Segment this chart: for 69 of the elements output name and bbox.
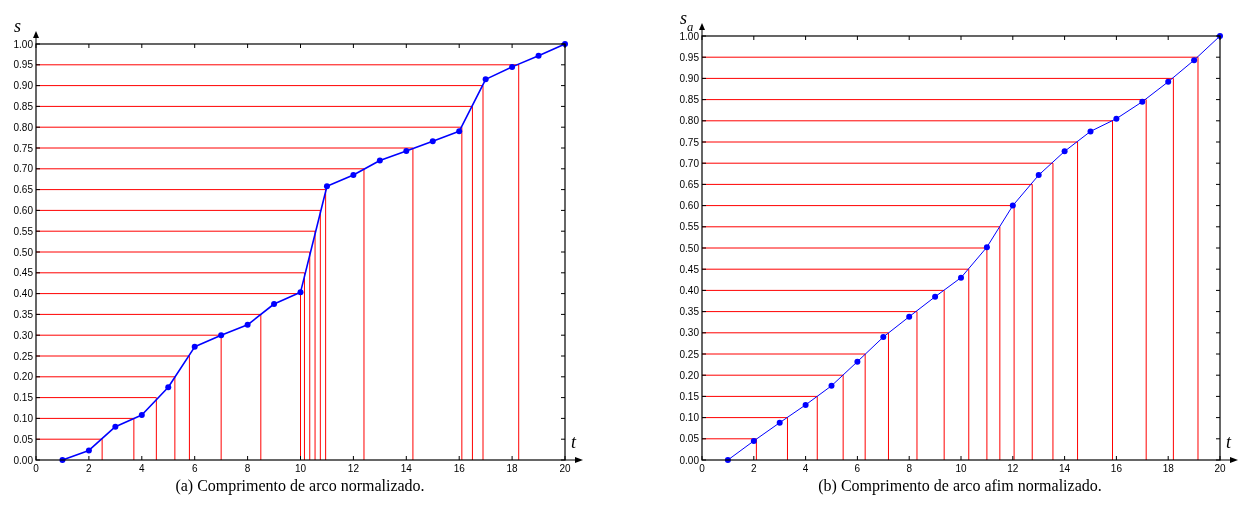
y-tick-label: 0.45 <box>679 263 700 275</box>
x-tick-label: 6 <box>191 463 198 474</box>
y-tick-label: 0.70 <box>13 163 34 175</box>
x-axis-title: t <box>571 432 577 452</box>
x-tick-label: 18 <box>506 463 519 474</box>
y-tick-label: 0.50 <box>679 242 700 254</box>
x-tick-label: 10 <box>955 463 967 474</box>
y-tick-label: 0.70 <box>679 157 700 169</box>
x-tick-label: 12 <box>347 463 360 474</box>
y-tick-label: 0.35 <box>679 306 700 318</box>
y-tick-label: 0.90 <box>13 80 34 92</box>
x-tick-label: 4 <box>802 463 809 474</box>
y-tick-label: 0.10 <box>679 412 700 424</box>
y-tick-label: 0.80 <box>13 121 34 133</box>
x-tick-label: 12 <box>1007 463 1019 474</box>
y-tick-label: 0.10 <box>13 412 34 424</box>
x-tick-label: 14 <box>400 463 413 474</box>
y-tick-label: 0.55 <box>679 221 700 233</box>
y-tick-label: 0.95 <box>13 59 34 71</box>
y-tick-label: 0.95 <box>679 51 700 63</box>
y-tick-label: 0.25 <box>13 350 34 362</box>
x-tick-label: 0 <box>33 463 40 474</box>
y-tick-label: 0.30 <box>679 327 700 339</box>
y-tick-label: 0.55 <box>13 225 34 237</box>
x-axis-title: t <box>1226 432 1232 452</box>
y-tick-label: 0.05 <box>679 433 700 445</box>
x-tick-label: 4 <box>139 463 146 474</box>
y-tick-label: 0.40 <box>679 284 700 296</box>
y-tick-label: 0.05 <box>13 433 34 445</box>
y-tick-label: 0.80 <box>679 115 700 127</box>
y-tick-label: 0.50 <box>13 246 34 258</box>
y-tick-label: 0.85 <box>679 94 700 106</box>
y-tick-label: 0.75 <box>13 142 34 154</box>
y-tick-label: 0.30 <box>13 329 34 341</box>
x-tick-label: 16 <box>1110 463 1123 474</box>
y-tick-label: 0.65 <box>679 178 700 190</box>
text: (a) Comprimento de arco normalizado. <box>175 477 425 495</box>
y-tick-label: 0.35 <box>13 308 34 320</box>
x-tick-label: 6 <box>854 463 861 474</box>
x-tick-label: 20 <box>1214 463 1226 474</box>
x-tick-label: 10 <box>294 463 307 474</box>
x-tick-label: 2 <box>86 463 93 474</box>
y-tick-label: 0.90 <box>679 72 700 84</box>
x-tick-label: 20 <box>559 463 571 474</box>
y-tick-label: 1.00 <box>679 30 700 42</box>
y-tick-label: 1.00 <box>13 38 34 50</box>
x-tick-label: 14 <box>1059 463 1071 474</box>
x-tick-label: 2 <box>751 463 758 474</box>
x-tick-label: 16 <box>453 463 466 474</box>
y-tick-label: 0.25 <box>679 348 700 360</box>
y-tick-label: 0.85 <box>13 100 34 112</box>
y-tick-label: 0.20 <box>13 371 34 383</box>
y-tick-label: 0.20 <box>679 369 700 381</box>
text: (b) Comprimento de arco afim normalizado. <box>818 477 1102 495</box>
x-tick-label: 8 <box>244 463 251 474</box>
y-tick-label: 0.65 <box>13 184 34 196</box>
y-tick-label: 0.00 <box>13 454 34 466</box>
y-tick-label: 0.60 <box>679 200 700 212</box>
x-tick-label: 18 <box>1162 463 1175 474</box>
y-tick-label: 0.45 <box>13 267 34 279</box>
x-tick-label: 0 <box>699 463 706 474</box>
y-tick-label: 0.75 <box>679 136 700 148</box>
y-tick-label: 0.00 <box>679 454 700 466</box>
y-tick-label: 0.15 <box>679 390 700 402</box>
y-tick-label: 0.15 <box>13 392 34 404</box>
y-tick-label: 0.40 <box>13 288 34 300</box>
y-axis-title: s <box>14 16 22 36</box>
x-tick-label: 8 <box>906 463 913 474</box>
y-tick-label: 0.60 <box>13 204 34 216</box>
